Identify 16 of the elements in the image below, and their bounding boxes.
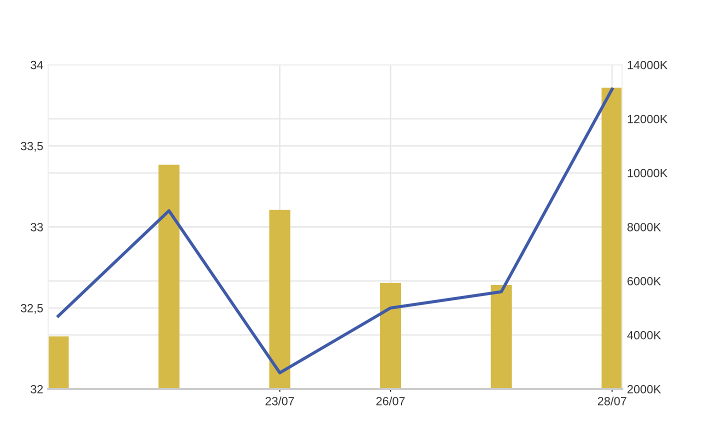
y2-tick-label: 12000K (628, 114, 668, 124)
line-series (56, 88, 614, 374)
y2-tick-label: 14000K (628, 60, 668, 70)
y-tick-label: 34 (30, 60, 44, 70)
y2-tick-label: 8000K (627, 222, 661, 232)
y-tick-label: 33 (30, 222, 43, 232)
y-tick-label: 32,5 (20, 304, 43, 314)
y-tick-label: 33,5 (20, 142, 43, 152)
y2-tick-label: 6000K (628, 276, 661, 286)
x-tick-label: 26/07 (376, 396, 405, 406)
x-tick-label: 23/07 (266, 396, 294, 406)
y-tick-label: 32 (30, 385, 43, 394)
x-tick-label: 28/07 (598, 396, 626, 406)
y2-tick-label: 10000K (628, 168, 668, 178)
y2-tick-label: 2000K (628, 385, 661, 394)
y2-tick-label: 4000K (627, 331, 661, 340)
